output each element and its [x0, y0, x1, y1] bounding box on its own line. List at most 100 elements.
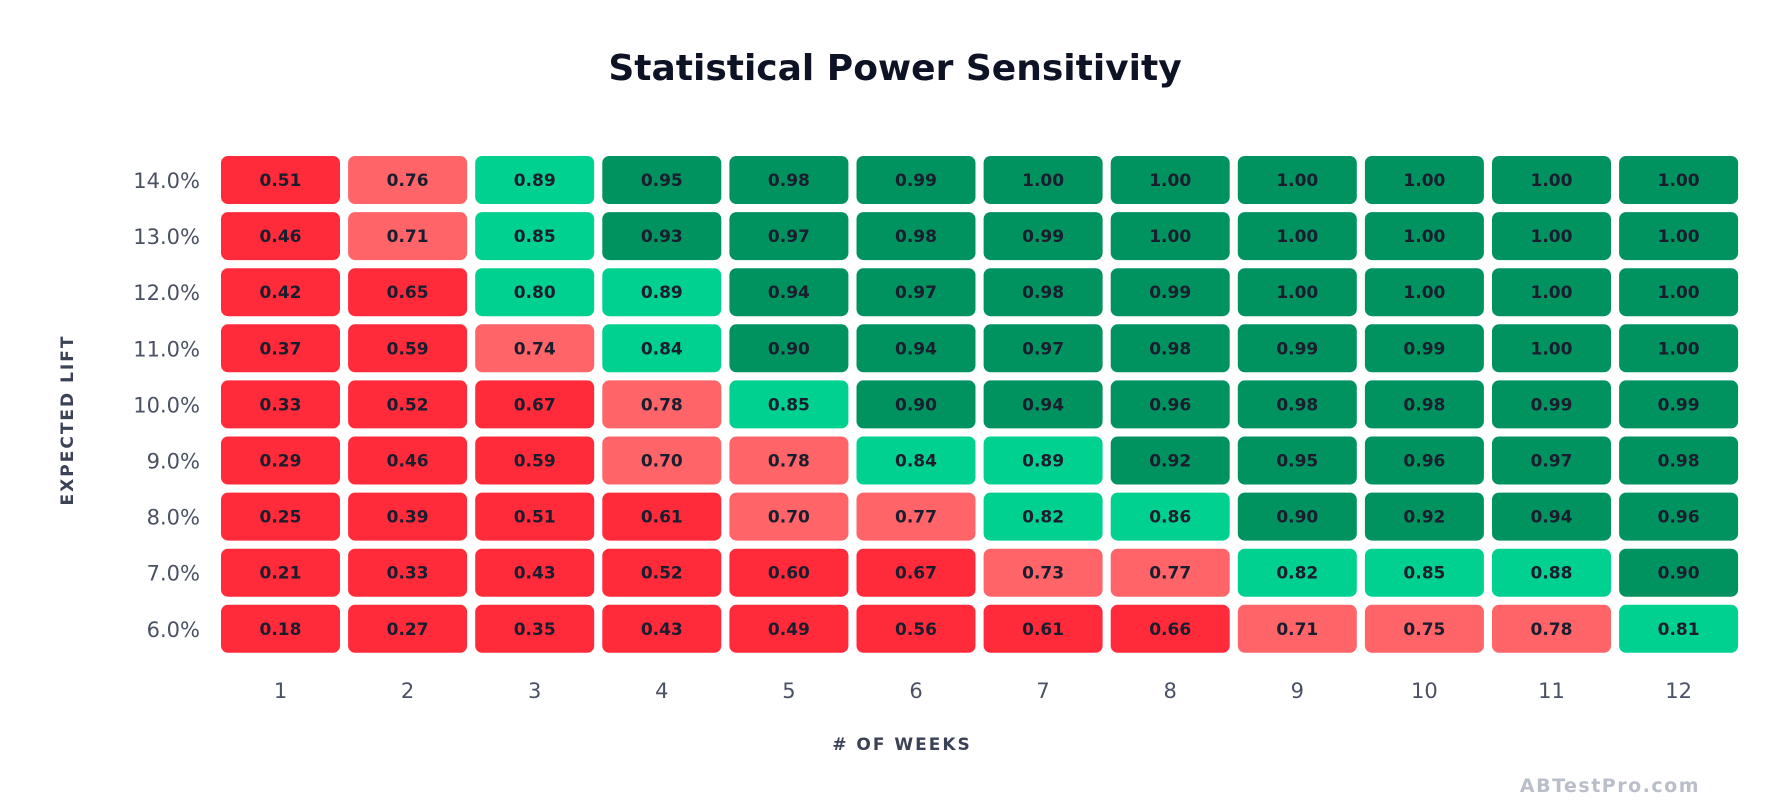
heatmap-cell — [1110, 380, 1230, 429]
cell-value-label: 0.99 — [895, 171, 937, 191]
heatmap-cell — [1492, 436, 1611, 485]
heatmap-cell — [983, 268, 1103, 317]
heatmap-cell — [475, 380, 595, 429]
heatmap-cell — [1110, 268, 1230, 317]
cell-value-label: 0.98 — [895, 227, 937, 247]
heatmap-cell — [1110, 548, 1230, 597]
x-tick-label: 4 — [655, 679, 668, 703]
cell-value-label: 1.00 — [1531, 227, 1573, 247]
heatmap-cell — [221, 604, 340, 653]
cell-value-label: 0.90 — [895, 395, 937, 415]
heatmap-cell — [221, 268, 340, 317]
heatmap-cell — [1364, 380, 1484, 429]
cell-value-label: 1.00 — [1276, 283, 1318, 303]
cell-value-label: 1.00 — [1531, 283, 1573, 303]
heatmap-cell — [856, 380, 976, 429]
heatmap-cell — [1619, 380, 1739, 429]
heatmap-cell — [475, 436, 595, 485]
heatmap-cell — [983, 604, 1103, 653]
cell-value-label: 0.97 — [895, 283, 937, 303]
heatmap-cell — [1237, 268, 1357, 317]
cell-value-label: 0.98 — [1403, 395, 1445, 415]
y-tick-label: 9.0% — [147, 450, 200, 474]
heatmap-cell — [1492, 212, 1611, 261]
heatmap-cell — [348, 548, 468, 597]
cell-value-label: 0.97 — [1531, 452, 1573, 472]
cell-value-label: 0.82 — [1276, 564, 1318, 584]
cell-value-label: 0.77 — [1149, 564, 1191, 584]
cell-value-label: 0.95 — [1276, 452, 1318, 472]
cell-value-label: 0.85 — [768, 395, 810, 415]
cell-value-label: 0.78 — [641, 395, 683, 415]
cell-value-label: 0.61 — [1022, 620, 1064, 640]
cell-value-label: 0.75 — [1403, 620, 1445, 640]
heatmap-cell — [983, 324, 1103, 373]
heatmap-cell — [729, 156, 849, 204]
cell-value-label: 0.97 — [768, 227, 810, 247]
cell-value-label: 0.37 — [260, 339, 302, 359]
cell-value-label: 0.70 — [641, 452, 683, 472]
cell-value-label: 0.33 — [260, 395, 302, 415]
cell-value-label: 0.99 — [1658, 395, 1700, 415]
y-tick-labels: 14.0% 13.0% 12.0% 11.0% 10.0% 9.0% 8.0% 7.0% 6.0… — [133, 169, 200, 642]
heatmap-cell — [1619, 268, 1739, 317]
heatmap-cell — [983, 156, 1103, 204]
x-tick-label: 9 — [1291, 679, 1304, 703]
cell-value-label: 0.35 — [514, 620, 556, 640]
y-tick-label: 13.0% — [133, 225, 200, 249]
x-tick-label: 7 — [1036, 679, 1049, 703]
cell-value-label: 0.70 — [768, 508, 810, 528]
cell-value-label: 1.00 — [1149, 171, 1191, 191]
heatmap-cell — [1619, 604, 1739, 653]
heatmap-cell — [475, 268, 595, 317]
heatmap-cell — [1492, 604, 1611, 653]
heatmap-cell — [1237, 380, 1357, 429]
cell-value-label: 0.94 — [1022, 395, 1064, 415]
heatmap-cell — [1364, 156, 1484, 204]
heatmap-cell — [348, 212, 468, 261]
cell-value-label: 0.96 — [1403, 452, 1445, 472]
y-tick-label: 14.0% — [133, 169, 200, 193]
heatmap-cell — [602, 268, 722, 317]
cell-value-label: 0.29 — [260, 452, 302, 472]
heatmap-cell — [475, 492, 595, 541]
cell-value-label: 0.65 — [387, 283, 429, 303]
heatmap-cell — [221, 436, 340, 485]
cell-value-label: 0.89 — [514, 171, 556, 191]
heatmap-cell — [348, 436, 468, 485]
cell-value-label: 0.96 — [1149, 395, 1191, 415]
heatmap-cell — [475, 212, 595, 261]
cell-value-label: 1.00 — [1022, 171, 1064, 191]
heatmap-cell — [1492, 380, 1611, 429]
y-tick-label: 6.0% — [147, 618, 200, 642]
cell-value-label: 0.98 — [1658, 452, 1700, 472]
cell-value-label: 1.00 — [1658, 283, 1700, 303]
cell-value-label: 0.93 — [641, 227, 683, 247]
cell-value-label: 0.27 — [387, 620, 429, 640]
cell-value-label: 0.99 — [1531, 395, 1573, 415]
cell-value-label: 0.39 — [387, 508, 429, 528]
cell-value-label: 0.67 — [514, 395, 556, 415]
x-tick-labels: 1 2 3 4 5 6 7 8 9 10 11 12 — [274, 679, 1692, 703]
cell-value-label: 0.71 — [387, 227, 429, 247]
y-tick-label: 12.0% — [133, 281, 200, 305]
heatmap-cell — [602, 604, 722, 653]
cell-value-label: 0.89 — [1022, 452, 1064, 472]
heatmap-cell — [1492, 548, 1611, 597]
heatmap-cell — [221, 548, 340, 597]
cell-value-label: 0.99 — [1403, 339, 1445, 359]
heatmap-cell — [475, 604, 595, 653]
x-tick-label: 6 — [909, 679, 922, 703]
cell-value-label: 0.94 — [768, 283, 810, 303]
x-tick-label: 11 — [1538, 679, 1565, 703]
cell-value-label: 0.56 — [895, 620, 937, 640]
cell-value-label: 0.92 — [1403, 508, 1445, 528]
heatmap-cell — [856, 548, 976, 597]
heatmap-cell — [729, 548, 849, 597]
cell-value-label: 0.46 — [387, 452, 429, 472]
cell-value-label: 0.78 — [768, 452, 810, 472]
x-tick-label: 10 — [1411, 679, 1438, 703]
cell-value-label: 1.00 — [1658, 171, 1700, 191]
heatmap-cell — [1619, 436, 1739, 485]
cell-value-label: 0.90 — [1276, 508, 1318, 528]
